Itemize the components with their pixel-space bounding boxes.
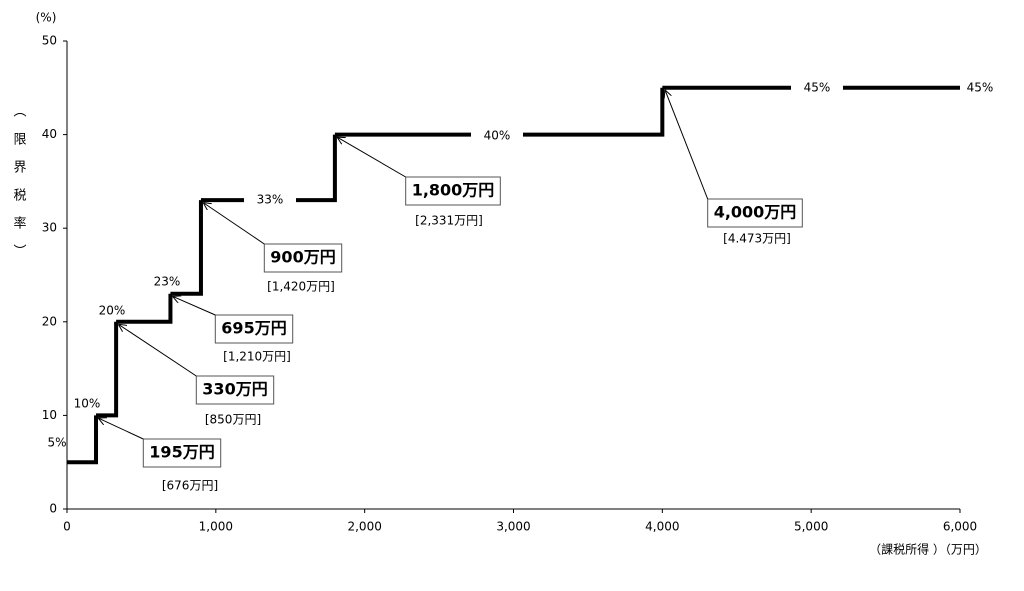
arrow	[173, 297, 216, 316]
rate-label: 20%	[99, 304, 126, 318]
step-line	[170, 200, 203, 296]
threshold-label: 330万円	[202, 380, 267, 399]
threshold-note: [1,210万円]	[223, 350, 291, 364]
arrow	[338, 138, 406, 178]
x-tick-label: 5,000	[794, 520, 828, 534]
label-gap	[791, 79, 843, 97]
rate-label: 45%	[804, 81, 831, 95]
rate-label: 40%	[484, 129, 511, 143]
x-tick-label: 2,000	[347, 520, 381, 534]
threshold-label: 195万円	[149, 443, 214, 462]
x-axis-label: （課税所得 ）（万円）	[869, 542, 987, 557]
threshold-label: 900万円	[270, 248, 335, 267]
threshold-note: [1,420万円]	[267, 280, 335, 294]
y-tick-label: 30	[42, 221, 57, 235]
rate-label: 33%	[257, 193, 284, 207]
arrow	[665, 91, 709, 200]
rate-label: 23%	[154, 275, 181, 289]
threshold-label: 1,800万円	[412, 181, 495, 200]
y-tick-label: 10	[42, 408, 57, 422]
label-gap	[471, 127, 523, 145]
x-tick-label: 0	[63, 520, 71, 534]
label-box	[263, 243, 343, 273]
step-line	[116, 293, 173, 324]
step-line	[334, 87, 665, 137]
threshold-label: 695万円	[221, 319, 286, 338]
step-line	[200, 134, 337, 203]
arrow	[119, 325, 197, 377]
x-tick-label: 1,000	[199, 520, 233, 534]
label-box	[195, 375, 275, 405]
arrow	[99, 418, 144, 440]
threshold-label: 4,000万円	[714, 203, 797, 222]
threshold-note: [4.473万円]	[723, 232, 791, 246]
step-line	[67, 415, 99, 465]
y-axis-label: （限界税率）	[11, 104, 27, 272]
threshold-note: [676万円]	[162, 479, 218, 493]
step-line	[96, 321, 119, 418]
label-box	[707, 198, 803, 228]
arrow	[204, 203, 265, 245]
rate-label: 10%	[74, 397, 101, 411]
y-tick-label: 0	[49, 502, 57, 516]
x-tick-label: 3,000	[496, 520, 530, 534]
label-gap	[244, 191, 296, 209]
threshold-note: [2,331万円]	[415, 214, 483, 228]
x-tick-label: 6,000	[943, 520, 977, 534]
rate-label: 5%	[47, 436, 66, 450]
y-tick-label: 50	[42, 34, 57, 48]
label-box	[405, 176, 501, 206]
y-unit: (%)	[36, 11, 57, 25]
label-box	[142, 438, 222, 468]
y-tick-label: 40	[42, 127, 57, 141]
threshold-note: [850万円]	[205, 413, 261, 427]
y-tick-label: 20	[42, 314, 57, 328]
rate-label: 45%	[967, 81, 994, 95]
x-tick-label: 4,000	[645, 520, 679, 534]
label-box	[214, 314, 294, 344]
